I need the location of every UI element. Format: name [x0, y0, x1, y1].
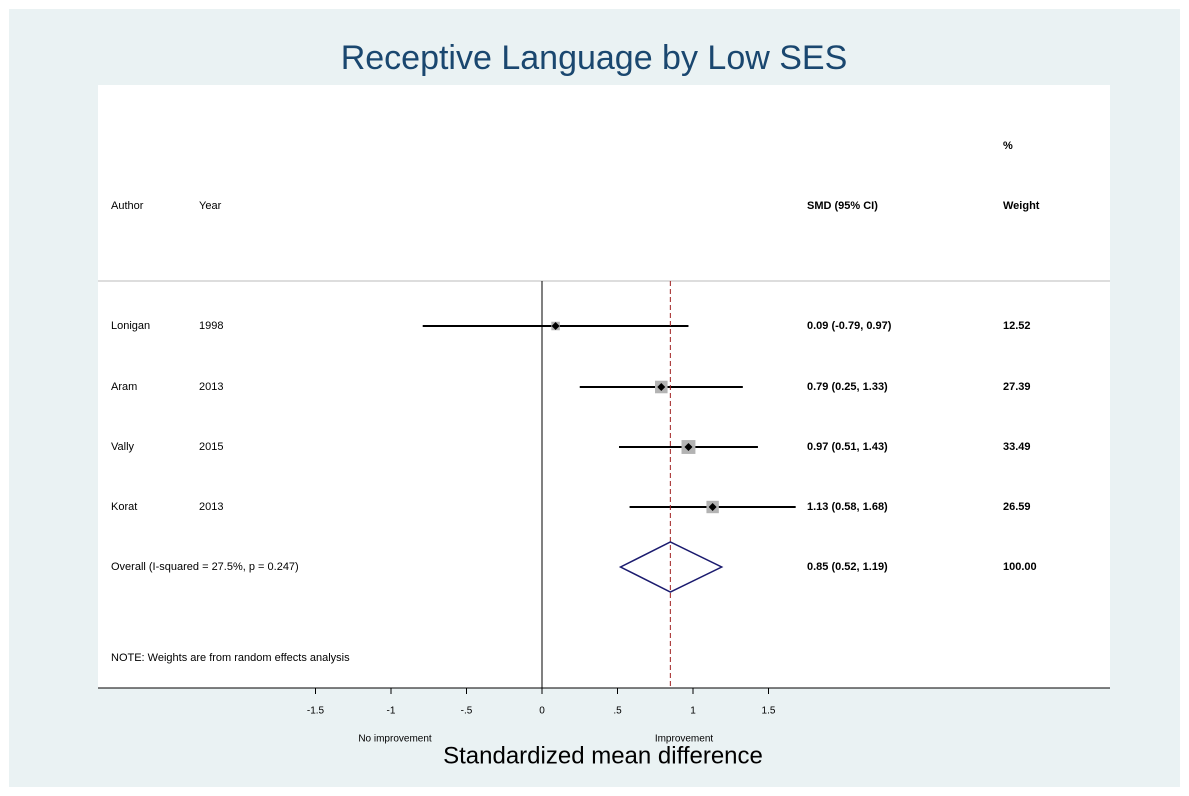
author: Vally [111, 441, 135, 453]
ci-label: 1.13 (0.58, 1.68) [807, 501, 888, 513]
weight-label: 26.59 [1003, 501, 1031, 513]
x-tick-label: 1 [690, 706, 696, 717]
author: Aram [111, 381, 137, 393]
year: 2013 [199, 501, 223, 513]
header: Year [199, 200, 222, 212]
point-marker [684, 443, 693, 451]
weight-label: 12.52 [1003, 320, 1031, 332]
year: 2013 [199, 381, 223, 393]
x-tick-label: -.5 [461, 706, 473, 717]
header: Author [111, 200, 144, 212]
x-tick-label: 1.5 [762, 706, 776, 717]
point-marker [657, 383, 666, 391]
point-marker [708, 503, 717, 511]
ci-label: 0.09 (-0.79, 0.97) [807, 320, 892, 332]
x-tick-label: .5 [613, 706, 622, 717]
ci-label: 0.97 (0.51, 1.43) [807, 441, 888, 453]
note: NOTE: Weights are from random effects an… [111, 652, 350, 664]
ci-label: 0.79 (0.25, 1.33) [807, 381, 888, 393]
chart-title: Receptive Language by Low SES [341, 39, 848, 77]
weight-label: 100.00 [1003, 561, 1037, 573]
ci-label: 0.85 (0.52, 1.19) [807, 561, 888, 573]
year: 1998 [199, 320, 223, 332]
header: % [1003, 140, 1013, 152]
header: SMD (95% CI) [807, 200, 878, 212]
author: Lonigan [111, 320, 150, 332]
overall-label: Overall (I-squared = 27.5%, p = 0.247) [111, 561, 299, 573]
x-tick-label: -1.5 [307, 706, 325, 717]
author: Korat [111, 501, 137, 513]
axis-note: No improvement [358, 734, 432, 745]
x-tick-label: 0 [539, 706, 545, 717]
weight-label: 27.39 [1003, 381, 1031, 393]
header: Weight [1003, 200, 1040, 212]
year: 2015 [199, 441, 223, 453]
axis-note: Improvement [655, 734, 714, 745]
weight-label: 33.49 [1003, 441, 1031, 453]
x-tick-label: -1 [387, 706, 396, 717]
point-marker [551, 322, 560, 330]
overall-diamond [618, 541, 724, 593]
x-axis-title: Standardized mean difference [443, 742, 763, 769]
